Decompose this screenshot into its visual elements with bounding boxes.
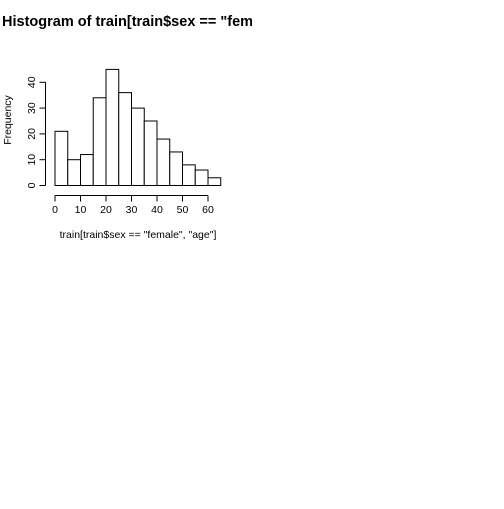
y-axis-label: Frequency: [2, 94, 14, 144]
x-axis-label: train[train$sex == "female", "age"]: [60, 229, 217, 241]
chart-title: Histogram of train[train$sex == "female"…: [2, 14, 252, 30]
histogram-bar: [207, 177, 222, 186]
y-tick-label: 30: [26, 102, 38, 114]
x-tick-label: 40: [151, 204, 163, 216]
bars-group: [54, 68, 222, 187]
y-tick-label: 20: [26, 128, 38, 140]
histogram-bar: [131, 107, 145, 186]
x-tick-label: 50: [177, 204, 189, 216]
title-clip: Histogram of train[train$sex == "female"…: [0, 14, 252, 36]
histogram-bar: [156, 138, 171, 186]
x-tick-label: 10: [75, 204, 87, 216]
histogram-bar: [118, 92, 132, 186]
x-tick-label: 20: [100, 204, 112, 216]
y-axis: 0 10 20 30 40: [26, 76, 46, 188]
y-tick-label: 40: [26, 76, 38, 88]
x-axis: 0 10 20 30 40 50 60: [52, 195, 214, 216]
histogram-bar: [54, 130, 69, 187]
x-tick-label: 30: [126, 204, 138, 216]
histogram-bar: [169, 151, 183, 187]
x-tick-label: 60: [202, 204, 214, 216]
histogram-bar: [143, 120, 158, 186]
histogram-bar: [67, 159, 81, 186]
histogram-bar: [182, 164, 196, 186]
histogram-bar: [194, 169, 209, 187]
y-tick-label: 10: [26, 154, 38, 166]
histogram-bar: [92, 97, 107, 186]
histogram-bar: [105, 68, 120, 186]
y-tick-label: 0: [26, 182, 38, 188]
x-tick-label: 0: [52, 204, 58, 216]
histogram-bar: [80, 154, 94, 186]
